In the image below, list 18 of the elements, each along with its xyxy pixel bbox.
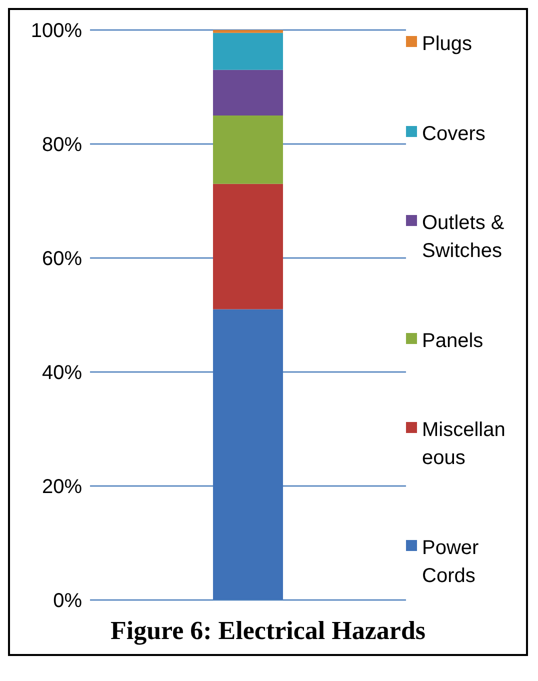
y-tick-label: 40%	[42, 362, 82, 384]
legend-label: Power Cords	[422, 536, 480, 589]
legend-label: Covers	[422, 122, 486, 147]
bar	[213, 70, 283, 116]
bar	[213, 32, 283, 70]
bar	[213, 184, 283, 310]
y-tick-label: 100%	[30, 20, 82, 42]
text: Figure 6: Electrical Hazards	[110, 616, 426, 645]
y-tick-label: 0%	[53, 590, 82, 612]
bar	[213, 116, 283, 184]
y-tick-label: 20%	[42, 476, 82, 498]
legend-label: Miscellaneous	[422, 418, 506, 472]
bar	[213, 30, 283, 33]
y-tick-label: 80%	[42, 134, 82, 156]
legend-label: Plugs	[422, 32, 472, 57]
y-tick-label: 60%	[42, 248, 82, 270]
legend-label: Panels	[422, 328, 484, 354]
legend-label: Outlets & Switches	[422, 211, 506, 264]
